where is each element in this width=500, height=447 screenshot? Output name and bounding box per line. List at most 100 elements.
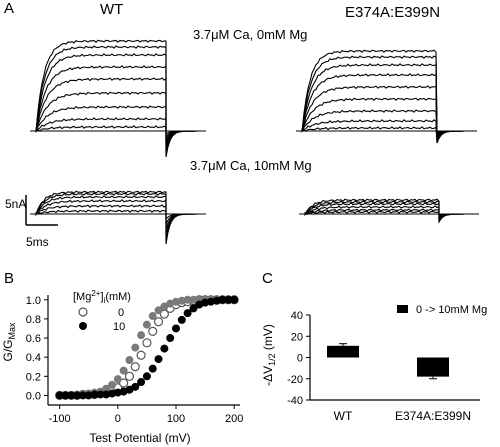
wt-10mg-trace [35, 204, 201, 240]
wt-0mg-trace [35, 53, 201, 142]
b-point-filled-circle-gray [160, 302, 169, 311]
b-x-tick-label: -100 [49, 413, 71, 425]
b-y-tick-label: 1.0 [26, 295, 41, 307]
b-point-open-circle [200, 295, 210, 305]
wt-0mg-trace [35, 45, 201, 139]
b-point-filled-circle-gray [224, 295, 233, 304]
current-traces [25, 39, 479, 245]
b-point-filled-circle [224, 295, 233, 304]
b-point-open-circle [119, 378, 129, 388]
b-point-filled-circle-gray [113, 375, 122, 384]
wt-0mg-trace [35, 117, 201, 155]
b-point-open-circle [183, 297, 193, 307]
b-legend-title: [Mg2+]i(mM) [73, 289, 131, 305]
b-point-filled-circle [84, 391, 93, 400]
b-point-open-circle [66, 390, 76, 401]
b-point-filled-circle-gray [125, 356, 134, 365]
b-point-open-circle [84, 389, 94, 400]
b-x-tick-label: 0 [115, 413, 121, 425]
b-point-filled-circle [195, 300, 204, 309]
c-y-tick-label: 0 [297, 353, 303, 365]
wt-0mg-trace [35, 77, 201, 146]
c-y-axis-label: -ΔV1/2 (mV) [261, 324, 277, 386]
mutant-0mg-trace [301, 55, 471, 135]
b-point-open-circle [223, 295, 233, 305]
b-point-filled-circle [113, 388, 122, 397]
b-point-filled-circle-gray [230, 295, 239, 304]
b-legend-label-0: 0 [118, 307, 124, 319]
wt-10mg-trace [35, 209, 201, 245]
b-point-open-circle [107, 386, 117, 396]
mutant-0mg-trace [301, 109, 472, 143]
b-point-filled-circle-gray [78, 390, 87, 399]
wt-0mg-trace [35, 105, 201, 152]
b-y-tick-label: 0.2 [26, 371, 41, 383]
b-point-open-circle [95, 388, 105, 399]
wt-traces-0mg-mg [30, 39, 206, 158]
b-y-axis-label: G/GMax [1, 322, 17, 362]
mutant-0mg-trace [301, 73, 472, 138]
b-point-open-circle [124, 371, 135, 381]
b-point-filled-circle [177, 315, 186, 324]
b-point-filled-circle [67, 391, 76, 400]
b-point-filled-circle [160, 344, 169, 353]
b-point-filled-circle [183, 309, 192, 318]
c-bar [327, 345, 359, 358]
b-point-filled-circle-gray [67, 391, 76, 400]
b-point-filled-circle-gray [212, 295, 221, 304]
b-point-filled-circle [201, 298, 210, 307]
c-category-label: E374A:E399N [395, 409, 471, 423]
b-point-filled-circle-gray [119, 366, 128, 375]
b-point-filled-circle [78, 391, 87, 400]
b-point-open-circle [130, 362, 140, 372]
c-category-label: WT [334, 409, 353, 423]
mutant-header: E374A:E399N [345, 4, 441, 21]
b-point-filled-circle [108, 389, 116, 398]
b-point-open-circle [72, 390, 82, 401]
b-point-filled-circle [131, 382, 140, 391]
panel-c-letter: C [262, 270, 273, 287]
b-point-filled-circle-gray [55, 391, 64, 400]
b-point-filled-circle [137, 378, 146, 387]
b-point-open-circle [217, 295, 228, 305]
b-point-filled-circle [125, 385, 134, 394]
b-y-tick-label: 0.6 [26, 333, 41, 345]
b-x-tick-label: 200 [225, 413, 243, 425]
mutant-10mg-trace [304, 210, 474, 224]
b-point-filled-circle [172, 324, 180, 333]
b-point-open-circle [165, 303, 175, 313]
b-point-filled-circle [166, 334, 175, 343]
b-point-filled-circle [73, 391, 82, 400]
b-point-filled-circle [96, 390, 105, 399]
b-legend-marker-10 [79, 322, 87, 330]
b-point-open-circle [78, 389, 88, 400]
b-point-filled-circle-gray [108, 380, 116, 389]
b-point-filled-circle [212, 296, 221, 305]
b-point-open-circle [101, 387, 111, 398]
b-x-tick-label: 100 [167, 413, 185, 425]
b-point-open-circle [188, 296, 199, 306]
b-point-filled-circle-gray [61, 391, 70, 400]
wt-10mg-trace [35, 190, 201, 221]
b-point-open-circle [229, 295, 239, 305]
b-point-filled-circle-gray [73, 390, 82, 399]
b-point-filled-circle-gray [201, 295, 210, 304]
b-y-tick-label: 0.0 [26, 390, 41, 402]
b-point-filled-circle [142, 372, 151, 381]
panel-a-letter: A [4, 0, 15, 17]
wt-10mg-trace [35, 195, 201, 230]
c-bar [417, 357, 449, 377]
scale-time-label: 5ms [26, 235, 49, 249]
b-point-filled-circle [55, 391, 64, 400]
wt-header: WT [100, 1, 124, 18]
b-point-filled-circle-gray [177, 296, 186, 305]
wt-0mg-trace [35, 91, 201, 149]
b-legend-marker-0 [78, 307, 88, 317]
b-y-tick-label: 0.4 [26, 352, 41, 364]
b-point-filled-circle-gray [90, 388, 99, 397]
b-x-axis-label: Test Potential (mV) [89, 431, 190, 445]
c-legend-swatch [397, 305, 408, 313]
wt-traces-10mg-mg [30, 190, 206, 245]
b-point-open-circle [113, 383, 123, 393]
b-point-filled-circle [189, 304, 198, 313]
